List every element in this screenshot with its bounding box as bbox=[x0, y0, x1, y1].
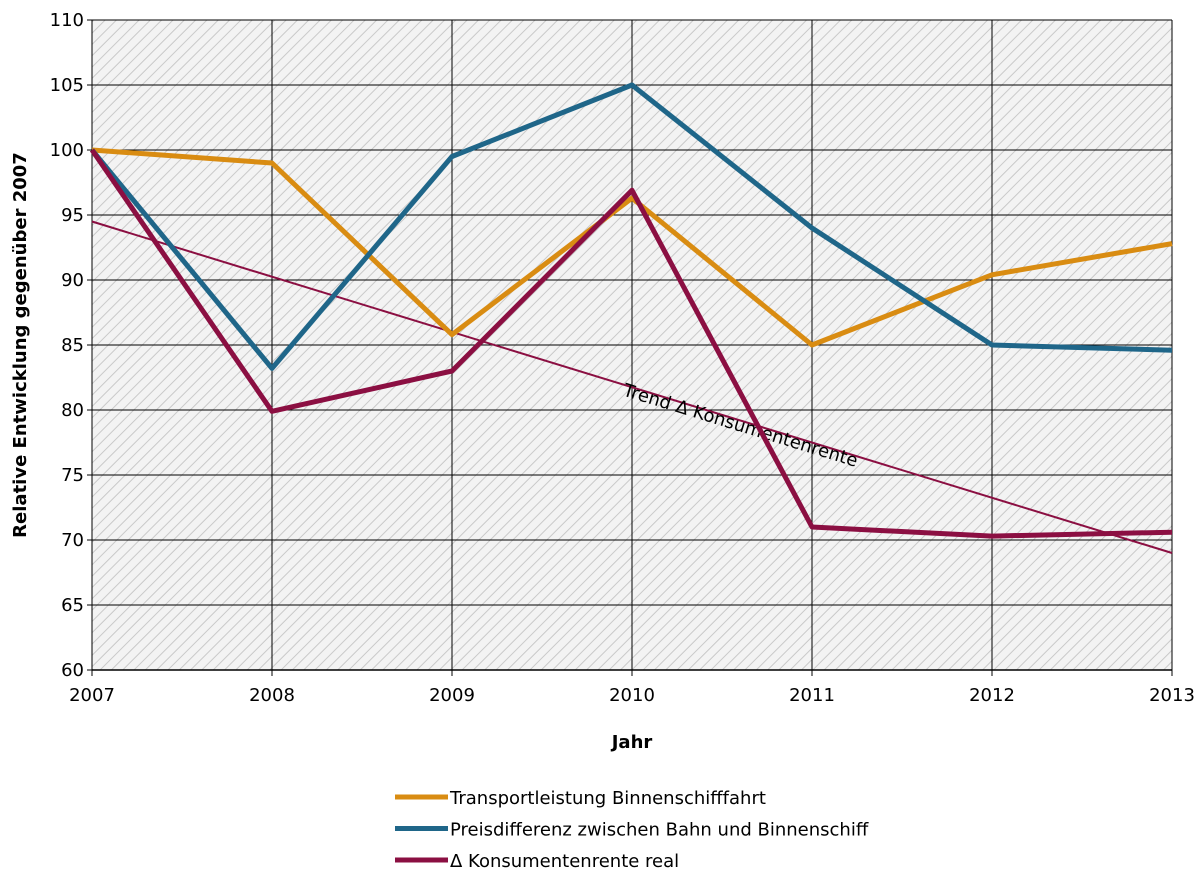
legend-label: Δ Konsumentenrente real bbox=[450, 851, 679, 871]
x-tick-label: 2012 bbox=[969, 685, 1015, 706]
legend-label: Transportleistung Binnenschifffahrt bbox=[449, 788, 766, 809]
trend-line bbox=[91, 220, 1173, 554]
y-tick-label: 95 bbox=[61, 205, 84, 226]
series-line bbox=[91, 147, 1173, 348]
series-line bbox=[89, 148, 1173, 539]
y-tick-label: 90 bbox=[61, 270, 84, 291]
y-tick-label: 110 bbox=[50, 10, 84, 31]
x-tick-label: 2009 bbox=[429, 685, 475, 706]
y-tick-label: 80 bbox=[61, 400, 84, 421]
x-tick-label: 2013 bbox=[1149, 685, 1195, 706]
legend-label: Preisdifferenz zwischen Bahn und Binnens… bbox=[450, 820, 869, 841]
y-axis-label: Relative Entwicklung gegenüber 2007 bbox=[10, 152, 31, 538]
y-tick-label: 100 bbox=[50, 140, 84, 161]
x-tick-label: 2008 bbox=[249, 685, 295, 706]
x-tick-label: 2010 bbox=[609, 685, 655, 706]
y-tick-label: 60 bbox=[61, 660, 84, 681]
y-tick-label: 65 bbox=[61, 595, 84, 616]
x-axis-label: Jahr bbox=[610, 732, 653, 753]
y-tick-label: 70 bbox=[61, 530, 84, 551]
y-tick-label: 85 bbox=[61, 335, 84, 356]
x-tick-label: 2011 bbox=[789, 685, 835, 706]
x-tick-label: 2007 bbox=[69, 685, 115, 706]
y-tick-label: 105 bbox=[50, 75, 84, 96]
y-tick-label: 75 bbox=[61, 465, 84, 486]
series-line bbox=[90, 82, 1173, 371]
